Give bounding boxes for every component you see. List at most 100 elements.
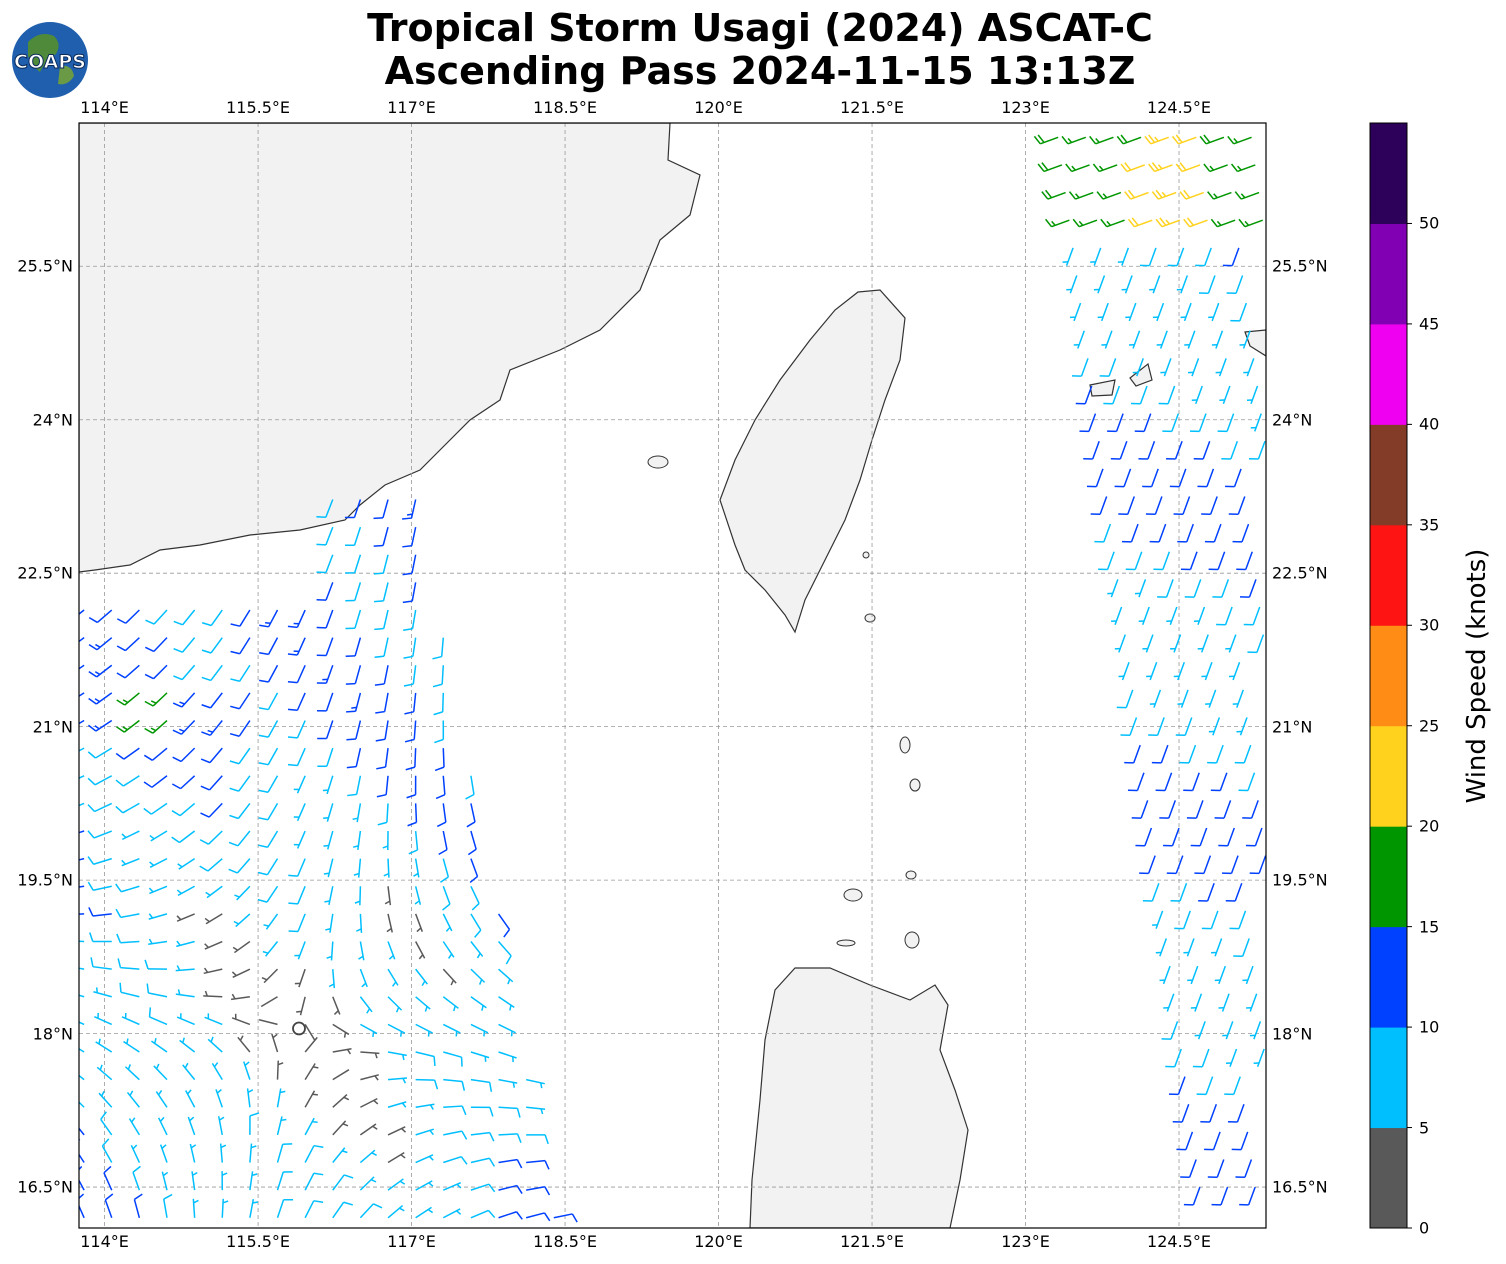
wind-barb xyxy=(443,1078,466,1091)
wind-barb xyxy=(1086,468,1104,488)
wind-barb xyxy=(332,1120,349,1136)
wind-barb xyxy=(230,637,251,655)
wind-barb xyxy=(79,664,85,670)
wind-barb xyxy=(1065,163,1090,173)
wind-barb xyxy=(161,1171,169,1191)
colorbar-segment xyxy=(1370,826,1407,928)
wind-barb xyxy=(1211,1186,1229,1206)
small-island-5 xyxy=(905,870,917,880)
small-island-1 xyxy=(843,888,863,902)
lat-tick-label-right: 25.5°N xyxy=(1272,256,1328,276)
colorbar-tick-label: 30 xyxy=(1419,615,1440,635)
wind-barb xyxy=(124,1064,140,1081)
wind-barb xyxy=(287,720,306,739)
wind-barb xyxy=(304,1117,318,1136)
wind-barb xyxy=(1170,882,1188,902)
wind-barb xyxy=(1227,135,1252,145)
luzon-island xyxy=(749,967,969,1228)
wind-barb xyxy=(1075,385,1093,405)
wind-barb xyxy=(1134,579,1147,598)
wind-barb xyxy=(145,609,168,625)
wind-barb xyxy=(144,719,168,734)
chart-title-line1: Tropical Storm Usagi (2024) ASCAT-C xyxy=(367,6,1153,50)
wind-barb xyxy=(79,857,85,861)
wind-barb xyxy=(293,830,306,849)
wind-barb xyxy=(259,664,279,683)
wind-barb xyxy=(382,831,389,851)
wind-barb xyxy=(316,609,334,629)
wind-barb xyxy=(406,775,417,799)
wind-barb xyxy=(1170,634,1182,653)
wind-barb xyxy=(276,1116,287,1136)
wind-barb xyxy=(467,830,477,856)
wind-barb xyxy=(1159,800,1177,819)
wind-barb xyxy=(287,664,306,684)
taiwan-island xyxy=(719,289,906,634)
wind-barb xyxy=(1228,496,1246,516)
wind-barb xyxy=(293,803,306,822)
wind-barb xyxy=(1168,1076,1186,1096)
lon-tick-label-bottom: 120°E xyxy=(694,1232,743,1251)
wind-barb xyxy=(1249,1021,1262,1040)
wind-barb xyxy=(1201,910,1219,930)
lon-tick-label-top: 124.5°E xyxy=(1147,98,1211,117)
wind-barb xyxy=(79,637,85,643)
wind-barb xyxy=(88,692,113,705)
wind-barb xyxy=(498,968,514,985)
lat-tick-label-right: 16.5°N xyxy=(1272,1177,1328,1197)
colorbar-segment xyxy=(1370,424,1407,526)
wind-barb xyxy=(1246,385,1259,405)
wind-barb xyxy=(332,1147,348,1163)
small-island-7 xyxy=(864,613,876,623)
wind-barb xyxy=(90,957,112,970)
wind-barb xyxy=(1243,606,1261,626)
wind-barb xyxy=(1142,882,1160,902)
wind-barb xyxy=(258,830,279,849)
wind-barb xyxy=(402,582,417,604)
wind-barb xyxy=(1124,189,1149,200)
wind-barb xyxy=(229,720,251,737)
wind-barb xyxy=(352,830,362,850)
wind-barb xyxy=(276,1088,286,1108)
wind-barb xyxy=(553,1213,578,1223)
wind-barb xyxy=(498,1211,523,1220)
wind-barb xyxy=(332,1201,354,1219)
wind-barb xyxy=(119,982,140,998)
wind-barb xyxy=(345,637,362,658)
wind-barb xyxy=(1179,744,1197,764)
wind-barb xyxy=(130,1144,141,1163)
wind-barb xyxy=(176,913,195,922)
wind-barb xyxy=(151,1037,168,1053)
wind-barb xyxy=(1099,358,1117,377)
wind-barb xyxy=(1070,302,1082,322)
land-layer xyxy=(79,123,1266,1228)
wind-barb xyxy=(1117,247,1130,266)
wind-barb xyxy=(470,1023,489,1037)
wind-barb xyxy=(171,775,196,790)
wind-barb xyxy=(249,1198,259,1218)
lat-tick-label-left: 18°N xyxy=(32,1024,73,1044)
wind-barb xyxy=(374,665,389,686)
wind-barb xyxy=(1062,247,1074,266)
wind-barb xyxy=(359,968,368,988)
wind-barb xyxy=(470,1051,490,1062)
small-island-3 xyxy=(904,931,920,949)
wind-barb xyxy=(87,747,113,759)
wind-barb xyxy=(144,664,168,680)
wind-barb xyxy=(230,993,250,1001)
wind-barb xyxy=(221,1198,229,1218)
wind-barb xyxy=(159,1144,168,1163)
wind-barb xyxy=(332,1094,350,1108)
wind-barb xyxy=(1253,1048,1265,1068)
wind-barb xyxy=(497,941,512,965)
wind-barb xyxy=(79,913,85,915)
wind-barb xyxy=(433,692,445,716)
wind-barb xyxy=(1238,772,1256,792)
wind-barb xyxy=(1111,606,1123,626)
colorbar-segment xyxy=(1370,625,1407,727)
wind-barb xyxy=(116,637,140,652)
wind-barb xyxy=(148,938,168,946)
wind-barb xyxy=(1096,191,1122,200)
wind-barb xyxy=(345,582,362,602)
wind-barb xyxy=(345,554,362,574)
